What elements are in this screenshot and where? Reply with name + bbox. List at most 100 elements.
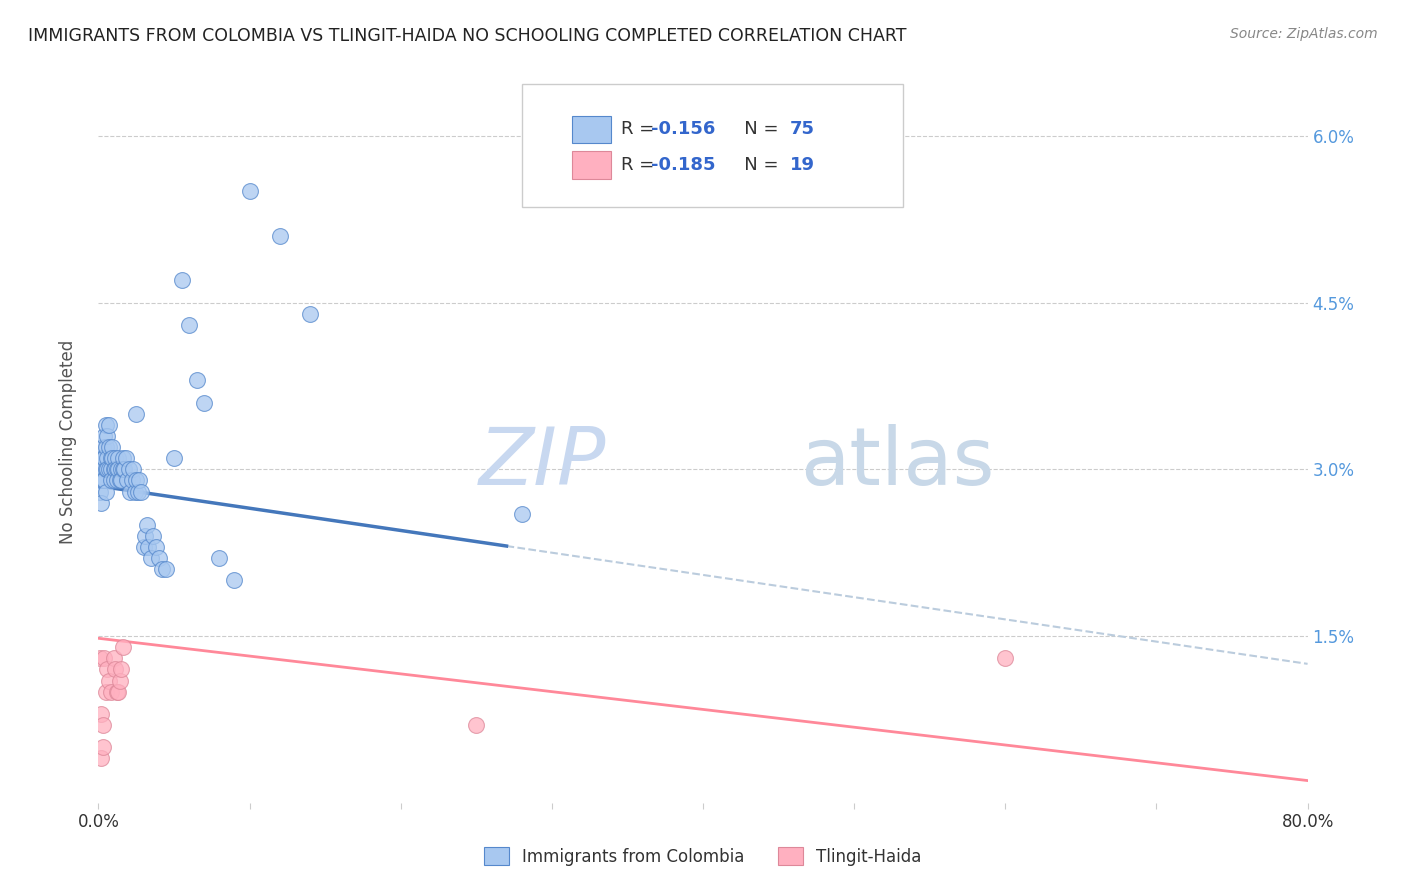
Text: IMMIGRANTS FROM COLOMBIA VS TLINGIT-HAIDA NO SCHOOLING COMPLETED CORRELATION CHA: IMMIGRANTS FROM COLOMBIA VS TLINGIT-HAID… bbox=[28, 27, 907, 45]
Text: 75: 75 bbox=[790, 120, 815, 137]
Point bbox=[142, 529, 165, 543]
Point bbox=[107, 462, 129, 476]
FancyBboxPatch shape bbox=[572, 151, 612, 178]
Point bbox=[96, 451, 118, 466]
Text: ZIP: ZIP bbox=[479, 425, 606, 502]
Point bbox=[111, 451, 134, 466]
Point bbox=[125, 474, 148, 488]
Point bbox=[148, 551, 170, 566]
Point bbox=[98, 417, 121, 432]
Text: -0.185: -0.185 bbox=[651, 156, 716, 174]
Point bbox=[163, 451, 186, 466]
Point bbox=[93, 651, 115, 665]
Point bbox=[91, 451, 114, 466]
Point bbox=[105, 474, 128, 488]
Point bbox=[98, 673, 121, 688]
Text: atlas: atlas bbox=[800, 425, 994, 502]
Point bbox=[120, 484, 142, 499]
Text: Source: ZipAtlas.com: Source: ZipAtlas.com bbox=[1230, 27, 1378, 41]
Point bbox=[98, 440, 121, 454]
Text: R =: R = bbox=[621, 156, 659, 174]
Point bbox=[100, 474, 122, 488]
Point bbox=[136, 540, 159, 554]
Point bbox=[269, 228, 291, 243]
Point bbox=[103, 462, 125, 476]
Point bbox=[101, 451, 124, 466]
Point bbox=[104, 462, 127, 476]
Point bbox=[132, 540, 155, 554]
Point bbox=[91, 462, 114, 476]
Point bbox=[89, 474, 111, 488]
Point bbox=[193, 395, 215, 409]
Point bbox=[89, 484, 111, 499]
Point bbox=[105, 462, 128, 476]
Point bbox=[89, 651, 111, 665]
Point bbox=[115, 474, 138, 488]
Point bbox=[107, 451, 129, 466]
Point bbox=[111, 640, 134, 655]
Point bbox=[90, 706, 112, 721]
Point bbox=[93, 474, 115, 488]
Point bbox=[465, 718, 488, 732]
Point bbox=[103, 474, 125, 488]
Point bbox=[105, 684, 128, 698]
Point bbox=[141, 551, 163, 566]
Point bbox=[110, 662, 132, 676]
Point bbox=[299, 307, 322, 321]
Point bbox=[134, 529, 156, 543]
Point bbox=[110, 474, 132, 488]
Point bbox=[155, 562, 177, 576]
Point bbox=[104, 662, 127, 676]
Point bbox=[94, 417, 117, 432]
Point bbox=[90, 496, 112, 510]
Text: N =: N = bbox=[727, 120, 785, 137]
Point bbox=[101, 440, 124, 454]
Point bbox=[94, 684, 117, 698]
Point bbox=[208, 551, 231, 566]
Point bbox=[135, 517, 157, 532]
Point bbox=[224, 574, 246, 588]
Text: 19: 19 bbox=[790, 156, 815, 174]
Point bbox=[125, 407, 148, 421]
Point bbox=[98, 462, 121, 476]
Y-axis label: No Schooling Completed: No Schooling Completed bbox=[59, 340, 77, 543]
Point bbox=[122, 462, 145, 476]
Point bbox=[100, 462, 122, 476]
Point bbox=[90, 451, 112, 466]
Point bbox=[90, 751, 112, 765]
Point bbox=[510, 507, 533, 521]
Point bbox=[94, 484, 117, 499]
Point bbox=[93, 451, 115, 466]
Point bbox=[994, 651, 1017, 665]
FancyBboxPatch shape bbox=[522, 84, 903, 207]
Point bbox=[107, 684, 129, 698]
Point bbox=[91, 474, 114, 488]
Point bbox=[96, 429, 118, 443]
Point bbox=[104, 451, 127, 466]
Point bbox=[108, 474, 131, 488]
Point bbox=[96, 462, 118, 476]
Point bbox=[186, 373, 208, 387]
Point bbox=[100, 451, 122, 466]
Point bbox=[127, 484, 149, 499]
Point bbox=[90, 474, 112, 488]
Point bbox=[103, 651, 125, 665]
Point bbox=[94, 462, 117, 476]
Point bbox=[91, 740, 114, 755]
Point bbox=[121, 474, 143, 488]
Point bbox=[145, 540, 167, 554]
Text: N =: N = bbox=[727, 156, 785, 174]
Point bbox=[118, 462, 141, 476]
Point bbox=[91, 718, 114, 732]
Text: R =: R = bbox=[621, 120, 659, 137]
Legend: Immigrants from Colombia, Tlingit-Haida: Immigrants from Colombia, Tlingit-Haida bbox=[475, 839, 931, 874]
FancyBboxPatch shape bbox=[572, 116, 612, 143]
Point bbox=[93, 429, 115, 443]
Point bbox=[128, 474, 150, 488]
Point bbox=[114, 451, 136, 466]
Point bbox=[91, 440, 114, 454]
Point bbox=[96, 662, 118, 676]
Point bbox=[108, 673, 131, 688]
Point bbox=[111, 462, 134, 476]
Point bbox=[150, 562, 173, 576]
